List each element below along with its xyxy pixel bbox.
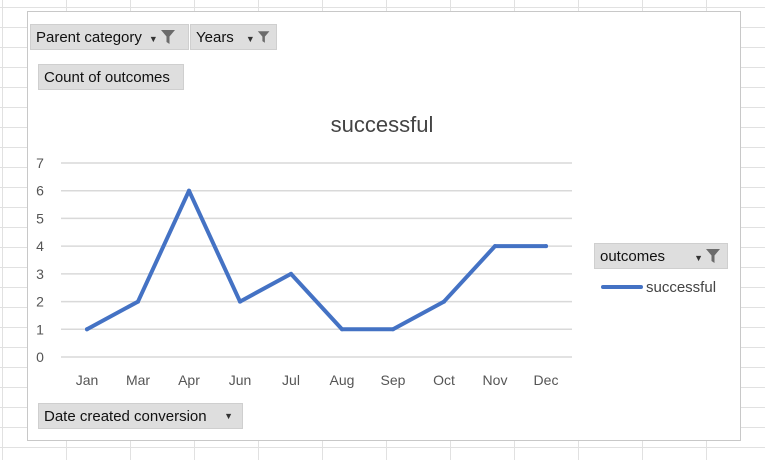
- parent-category-label: Parent category: [36, 28, 142, 46]
- x-tick-label: Sep: [381, 372, 406, 388]
- data-point[interactable]: [391, 327, 395, 332]
- x-axis-ticks: Jan Mar Apr Jun Jul Aug Sep Oct Nov Dec: [76, 372, 559, 388]
- parent-category-filter-button[interactable]: Parent category ▼: [30, 24, 189, 50]
- data-point[interactable]: [136, 299, 140, 304]
- x-tick-label: Jan: [76, 372, 99, 388]
- x-tick-label: Mar: [126, 372, 150, 388]
- axis-field-label: Date created conversion: [44, 407, 207, 425]
- y-tick-label: 2: [36, 294, 44, 310]
- data-point[interactable]: [187, 188, 191, 193]
- y-tick-label: 7: [36, 155, 44, 171]
- data-point[interactable]: [442, 299, 446, 304]
- y-tick-label: 0: [36, 349, 44, 365]
- data-point[interactable]: [238, 299, 242, 304]
- y-tick-label: 1: [36, 321, 44, 337]
- x-tick-label: Jun: [229, 372, 252, 388]
- x-tick-label: Apr: [178, 372, 200, 388]
- legend: successful: [601, 279, 716, 296]
- x-tick-label: Nov: [483, 372, 508, 388]
- series-line-successful[interactable]: [85, 188, 548, 332]
- y-tick-label: 5: [36, 210, 44, 226]
- filter-icon: [706, 249, 720, 263]
- dropdown-arrow-icon: ▼: [224, 411, 233, 421]
- y-tick-label: 3: [36, 266, 44, 282]
- x-tick-label: Oct: [433, 372, 455, 388]
- years-label: Years: [196, 28, 234, 46]
- outcomes-label: outcomes: [600, 247, 666, 265]
- dropdown-arrow-icon: ▼: [694, 253, 703, 263]
- filter-icon: [160, 30, 175, 44]
- x-tick-label: Aug: [330, 372, 355, 388]
- outcomes-legend-filter-button[interactable]: outcomes ▼: [594, 243, 728, 269]
- legend-entry-label: successful: [646, 279, 716, 296]
- data-point[interactable]: [340, 327, 344, 332]
- values-field-label: Count of outcomes: [44, 68, 170, 86]
- chart-title: successful: [331, 112, 434, 137]
- x-tick-label: Jul: [282, 372, 300, 388]
- y-axis-ticks: 0 1 2 3 4 5 6 7: [36, 155, 44, 365]
- data-point[interactable]: [85, 327, 89, 332]
- data-point[interactable]: [493, 244, 497, 249]
- y-tick-label: 4: [36, 238, 44, 254]
- filter-icon: [257, 31, 270, 43]
- count-of-outcomes-button[interactable]: Count of outcomes: [38, 64, 184, 90]
- x-tick-label: Dec: [534, 372, 559, 388]
- data-point[interactable]: [544, 244, 548, 249]
- dropdown-arrow-icon: ▼: [245, 34, 255, 44]
- years-filter-button[interactable]: Years ▼: [190, 24, 277, 50]
- date-created-conversion-button[interactable]: Date created conversion ▼: [38, 403, 243, 429]
- series-lines: [85, 188, 548, 332]
- data-point[interactable]: [289, 271, 293, 276]
- dropdown-arrow-icon: ▼: [148, 34, 158, 44]
- gridlines: [61, 162, 572, 358]
- y-tick-label: 6: [36, 183, 44, 199]
